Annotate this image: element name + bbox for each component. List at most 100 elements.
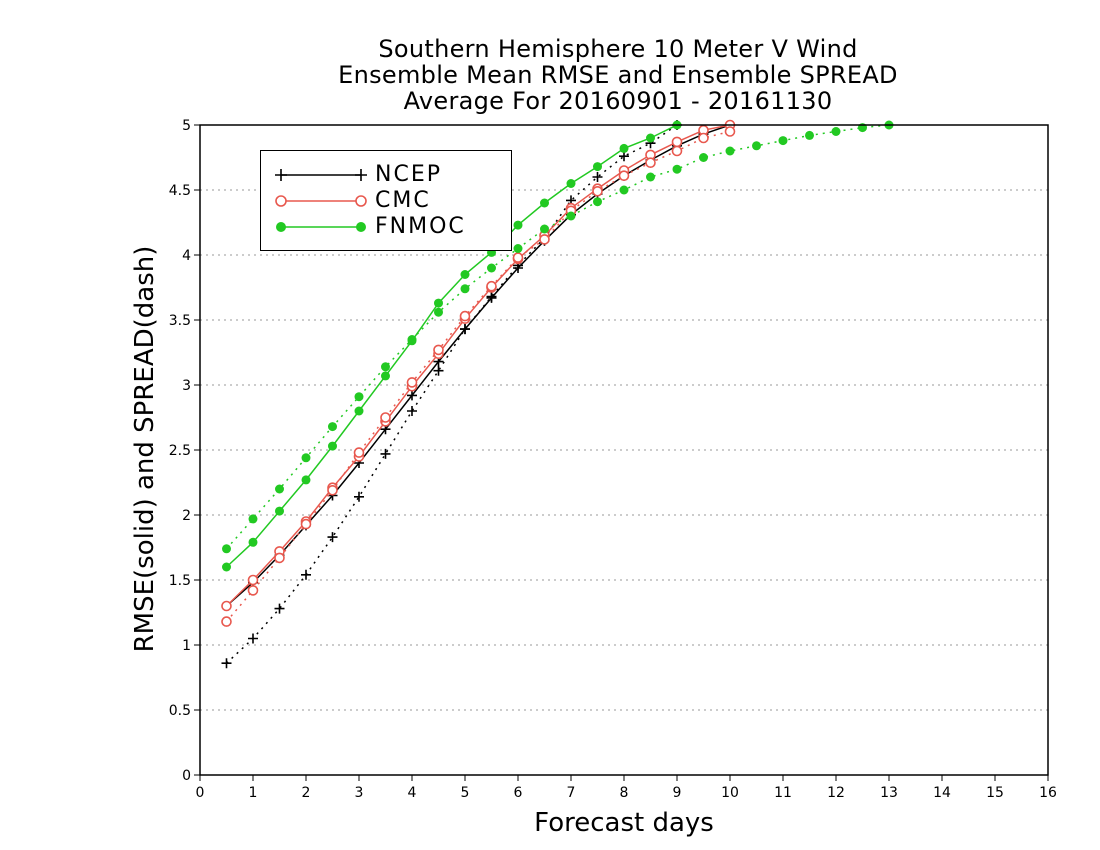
data-point-fnmoc-spread-3 (301, 453, 311, 463)
data-point-fnmoc-spread-11 (513, 244, 523, 253)
data-point-fnmoc-rmse-15 (619, 143, 629, 153)
x-tick-label-1: 1 (249, 785, 258, 801)
x-tick-label-4: 4 (408, 785, 417, 801)
y-tick-label-3: 1.5 (169, 573, 191, 589)
chart-title-line-1: Southern Hemisphere 10 Meter V Wind (378, 35, 858, 63)
data-point-fnmoc-spread-13 (566, 211, 576, 221)
data-point-fnmoc-spread-18 (699, 153, 708, 162)
data-point-cmc-spread-2 (274, 552, 285, 564)
data-point-fnmoc-rmse-8 (434, 298, 443, 308)
data-point-fnmoc-spread-17 (672, 164, 682, 174)
data-point-cmc-spread-15 (618, 170, 630, 181)
data-point-fnmoc-spread-22 (805, 130, 814, 140)
data-point-fnmoc-spread-0 (222, 544, 231, 554)
legend-item-cmc: CMC (261, 189, 511, 213)
data-point-fnmoc-spread-10 (487, 263, 496, 273)
data-point-ncep-spread-3 (301, 569, 311, 580)
x-tick-label-12: 12 (827, 785, 845, 801)
data-point-fnmoc-rmse-3 (301, 475, 311, 485)
data-point-cmc-spread-5 (353, 447, 365, 458)
data-point-ncep-spread-9 (460, 324, 470, 335)
x-tick-label-3: 3 (355, 785, 364, 801)
x-tick-label-16: 16 (1039, 785, 1057, 801)
data-point-cmc-spread-9 (459, 310, 471, 322)
x-tick-label-13: 13 (880, 785, 898, 801)
data-point-cmc-spread-4 (327, 484, 338, 496)
x-tick-label-6: 6 (514, 785, 523, 801)
plot-frame (199, 124, 1049, 776)
data-point-cmc-spread-18 (698, 132, 709, 144)
open-circle-marker-icon (275, 195, 367, 207)
data-point-cmc-spread-8 (433, 344, 444, 356)
data-point-fnmoc-spread-20 (752, 141, 761, 151)
data-point-fnmoc-spread-19 (725, 146, 735, 156)
data-point-fnmoc-rmse-4 (328, 441, 337, 451)
chart-title-line-3: Average For 20160901 - 20161130 (403, 87, 833, 115)
y-tick-label-2: 1 (182, 638, 191, 654)
data-point-ncep-spread-14 (592, 172, 603, 182)
data-point-fnmoc-spread-1 (248, 514, 258, 524)
data-point-ncep-spread-6 (380, 448, 391, 459)
data-point-fnmoc-rmse-1 (248, 537, 258, 547)
legend-label-ncep: NCEP (375, 162, 442, 187)
data-point-fnmoc-spread-16 (646, 172, 655, 182)
x-tick-label-11: 11 (774, 785, 792, 801)
legend-label-cmc: CMC (375, 188, 431, 213)
data-point-fnmoc-rmse-6 (381, 371, 390, 381)
data-point-ncep-spread-4 (327, 532, 338, 543)
data-point-fnmoc-rmse-13 (566, 179, 576, 188)
data-point-cmc-spread-3 (300, 518, 312, 530)
x-tick-label-14: 14 (933, 785, 951, 801)
data-point-ncep-spread-8 (433, 365, 444, 376)
legend-item-ncep: NCEP (261, 163, 511, 187)
x-axis-label: Forecast days (534, 808, 714, 838)
data-point-fnmoc-spread-15 (619, 185, 629, 195)
y-tick-label-6: 3 (182, 378, 191, 394)
data-point-cmc-spread-19 (724, 126, 736, 137)
data-point-cmc-spread-10 (486, 280, 497, 292)
data-point-fnmoc-spread-5 (354, 392, 364, 402)
data-point-fnmoc-rmse-5 (354, 406, 364, 416)
x-tick-label-0: 0 (196, 785, 205, 801)
x-tick-label-2: 2 (302, 785, 311, 801)
y-tick-label-8: 4 (182, 248, 191, 264)
data-point-fnmoc-rmse-12 (540, 198, 549, 208)
x-tick-label-7: 7 (567, 785, 576, 801)
x-tick-label-5: 5 (461, 785, 470, 801)
series-line-fnmoc-rmse (225, 125, 678, 568)
data-point-fnmoc-spread-8 (434, 307, 443, 317)
chart-title-line-2: Ensemble Mean RMSE and Ensemble SPREAD (338, 61, 898, 89)
data-point-cmc-spread-16 (645, 157, 656, 168)
x-tick-label-15: 15 (986, 785, 1004, 801)
data-point-ncep-spread-1 (248, 633, 258, 644)
data-point-fnmoc-rmse-9 (460, 270, 470, 279)
data-point-ncep-spread-0 (221, 658, 232, 669)
data-point-fnmoc-spread-12 (540, 224, 549, 234)
legend-label-fnmoc: FNMOC (375, 214, 466, 239)
x-tick-label-8: 8 (620, 785, 629, 801)
data-point-cmc-spread-11 (512, 252, 524, 263)
data-point-fnmoc-rmse-16 (646, 133, 655, 143)
data-point-ncep-spread-5 (354, 491, 364, 502)
data-point-cmc-rmse-0 (221, 600, 232, 612)
data-point-ncep-spread-7 (407, 406, 417, 416)
data-point-cmc-spread-12 (539, 234, 550, 245)
y-tick-label-4: 2 (182, 508, 191, 524)
data-point-fnmoc-rmse-14 (593, 162, 602, 172)
data-point-cmc-spread-17 (671, 145, 683, 157)
y-tick-label-5: 2.5 (169, 443, 191, 459)
data-point-fnmoc-spread-7 (407, 335, 417, 344)
data-point-fnmoc-spread-6 (381, 362, 390, 372)
data-point-ncep-rmse-7 (407, 390, 417, 401)
data-point-fnmoc-rmse-0 (222, 562, 231, 572)
data-point-cmc-spread-1 (247, 585, 259, 596)
data-point-fnmoc-spread-23 (831, 127, 841, 136)
data-point-cmc-rmse-1 (247, 574, 259, 586)
legend: NCEP CMC FNMOC (260, 150, 512, 251)
data-point-cmc-spread-0 (221, 616, 232, 627)
data-point-fnmoc-spread-9 (460, 284, 470, 294)
y-axis-label: RMSE(solid) and SPREAD(dash) (130, 245, 160, 653)
data-point-ncep-spread-2 (274, 603, 285, 614)
data-point-fnmoc-spread-2 (275, 484, 284, 494)
plus-marker-icon (275, 169, 367, 181)
